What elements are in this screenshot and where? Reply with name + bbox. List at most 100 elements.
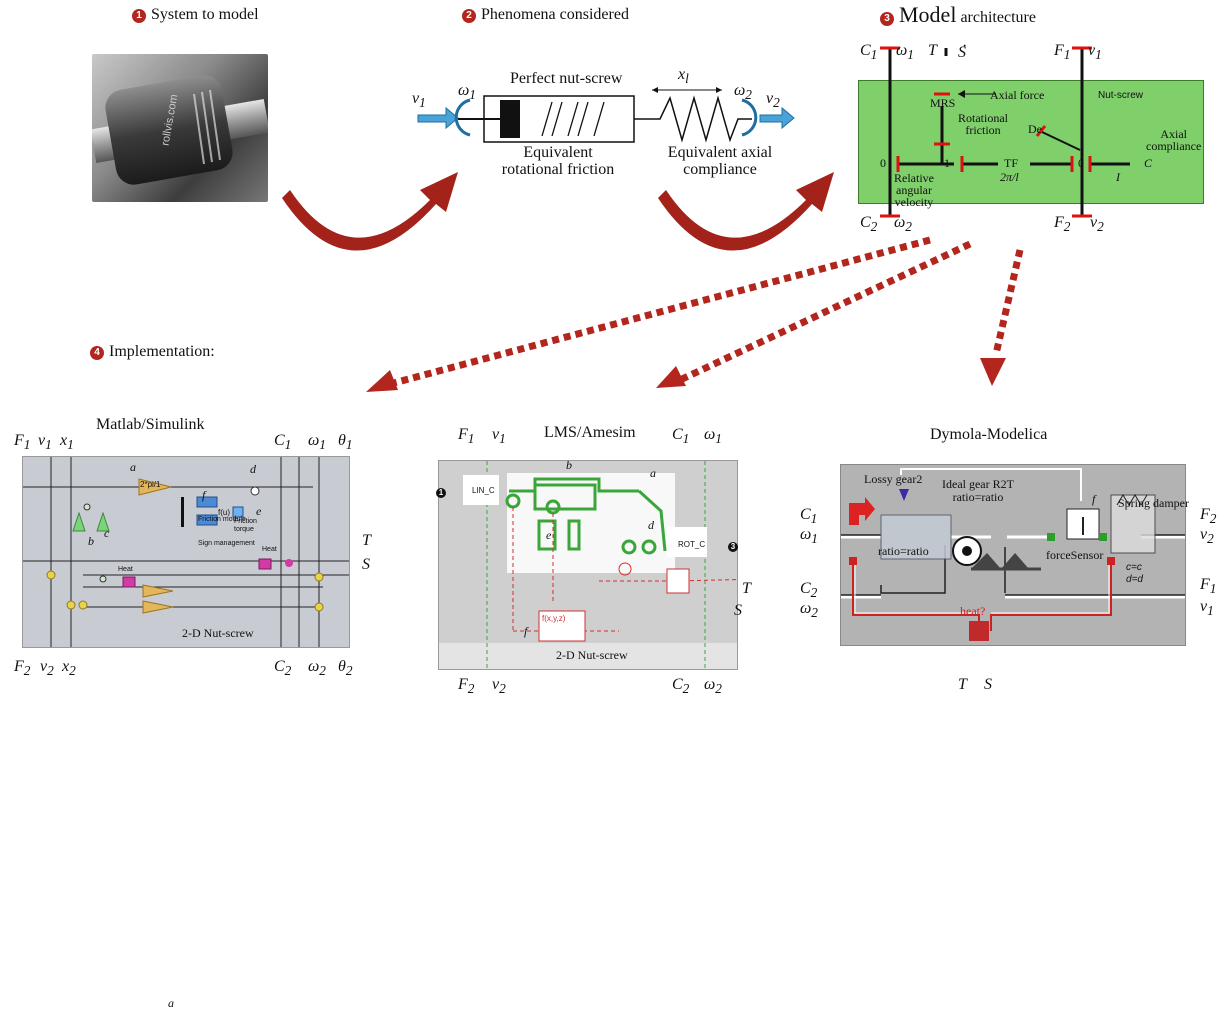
step4-label: Implementation: [109, 343, 215, 360]
arch-c1-sub: 1 [870, 47, 878, 63]
step2-header: 2 Phenomena considered [462, 6, 629, 24]
ame-w2: ω2 [704, 676, 722, 697]
arch-w2-symbol: ω [894, 214, 906, 231]
dym-ideal-gear-line2: ratio=ratio [952, 490, 1004, 504]
sim-caption: 2-D Nut-screw [182, 626, 254, 640]
sim-x2-symbol: x [62, 658, 70, 675]
ame-rot-c: ROT_C [678, 540, 706, 549]
arch-s-dot: · [962, 38, 968, 55]
dym-f1-sub: 1 [1209, 581, 1217, 597]
ame-caption: 2-D Nut-screw [556, 648, 628, 662]
sim-friction-torque-line2: torque [234, 526, 254, 533]
arch-nut-screw: Nut-screw [1098, 90, 1144, 101]
sim-th2-sub: 2 [345, 663, 353, 679]
sim-w1-symbol: ω [308, 432, 320, 449]
dym-f2-symbol: F [1200, 506, 1210, 523]
dym-ratio: ratio=ratio [878, 544, 929, 558]
sim-friction-torque: Friction torque [234, 518, 257, 534]
arch-axial-compliance: Axial compliance [1146, 128, 1201, 152]
dym-ideal-gear-line1: Ideal gear R2T [942, 477, 1014, 491]
arch-rel-angular-velocity: Relative angular velocity [894, 172, 934, 208]
arch-c: C [1144, 156, 1153, 170]
sim-w2-sub: 2 [319, 663, 326, 679]
simulink-panel [22, 456, 350, 648]
ame-a-label: a [650, 466, 656, 480]
ame-f2-sub: 2 [467, 681, 475, 697]
dymola-title: Dymola-Modelica [930, 426, 1048, 443]
dym-v2-sub: 2 [1207, 531, 1214, 547]
sim-w2: ω2 [308, 658, 326, 679]
sim-f1: F1 [14, 432, 30, 453]
sim-w1-sub: 1 [319, 437, 326, 453]
dym-c1: C1 [800, 506, 817, 527]
architecture-box [858, 80, 1204, 204]
arch-v1: v1 [1088, 42, 1102, 63]
dymola-drawing [841, 468, 1185, 641]
ame-v2-symbol: v [492, 676, 500, 693]
dym-w1-symbol: ω [800, 526, 812, 543]
phen-eq-axial: Equivalent axial compliance [652, 144, 788, 178]
arch-f1-symbol: F [1054, 42, 1064, 59]
step3-header: 3 Model architecture [880, 2, 1036, 28]
sim-v2-sub: 2 [47, 663, 54, 679]
dym-heat: heat? [960, 604, 986, 618]
ame-t: T [742, 580, 751, 597]
ame-c1-sub: 1 [682, 431, 690, 447]
sim-x2: x2 [62, 658, 76, 679]
arch-s: S [958, 44, 966, 62]
amesim-drawing [463, 461, 737, 669]
dym-ideal-gear: Ideal gear R2T ratio=ratio [942, 478, 1014, 504]
sim-x1: x1 [60, 432, 74, 453]
arch-w2-sub: 2 [905, 219, 912, 235]
arch-f1: F1 [1054, 42, 1070, 63]
arch-rot-friction-line2: friction [965, 123, 1001, 137]
ame-c2-sub: 2 [682, 681, 690, 697]
arch-w1-symbol: ω [896, 42, 908, 59]
sim-c2-sub: 2 [284, 663, 292, 679]
amesim-panel [438, 460, 738, 670]
arch-mrs: MRS [930, 96, 956, 110]
sim-f1-sub: 1 [23, 437, 31, 453]
sim-x1-sub: 1 [67, 437, 74, 453]
ame-f2: F2 [458, 676, 474, 697]
arch-v1-sub: 1 [1095, 47, 1102, 63]
sim-a-label: a [130, 460, 136, 474]
phen-eq-axial-line1: Equivalent axial [667, 144, 773, 161]
sim-v1: v1 [38, 432, 52, 453]
arch-f2-symbol: F [1054, 214, 1064, 231]
arch-de: De [1028, 122, 1042, 136]
ame-v2: v2 [492, 676, 506, 697]
sim-c2: C2 [274, 658, 291, 679]
phen-v1: v1 [412, 90, 426, 111]
dym-v2-symbol: v [1200, 526, 1208, 543]
step2-number: 2 [462, 9, 476, 23]
dym-d-eq: d=d [1126, 574, 1143, 585]
arch-c2-sub: 2 [870, 219, 878, 235]
sim-th1-sub: 1 [345, 437, 353, 453]
sim-w1: ω1 [308, 432, 326, 453]
phen-v1-sub: 1 [419, 95, 426, 111]
phen-v1-symbol: v [412, 90, 420, 107]
sim-s: S [362, 556, 370, 573]
phen-xl-symbol: x [678, 66, 686, 83]
arch-rel-line3: velocity [894, 195, 934, 209]
ame-c2-symbol: C [672, 676, 683, 693]
arch-c2: C2 [860, 214, 877, 235]
sim-e-label: e [256, 504, 262, 518]
arch-w1: ω1 [896, 42, 914, 63]
sim-a2-label: a [168, 996, 174, 1010]
arch-axial-force: Axial force [990, 88, 1045, 102]
arch-f1-sub: 1 [1063, 47, 1071, 63]
arch-c2-symbol: C [860, 214, 871, 231]
amesim-title: LMS/Amesim [544, 424, 636, 441]
step4-header: 4 Implementation: [90, 343, 215, 361]
ame-v2-sub: 2 [499, 681, 506, 697]
sim-v1-symbol: v [38, 432, 46, 449]
sim-th1: θ1 [338, 432, 353, 453]
sim-b-label: b [88, 534, 94, 548]
dym-spring-damper: Spring damper [1118, 496, 1189, 510]
arch-rel-line1: Relative [894, 171, 934, 185]
step1-label: System to model [151, 6, 259, 23]
ame-lin-c: LIN_C [472, 486, 495, 495]
sim-f2-symbol: F [14, 658, 24, 675]
